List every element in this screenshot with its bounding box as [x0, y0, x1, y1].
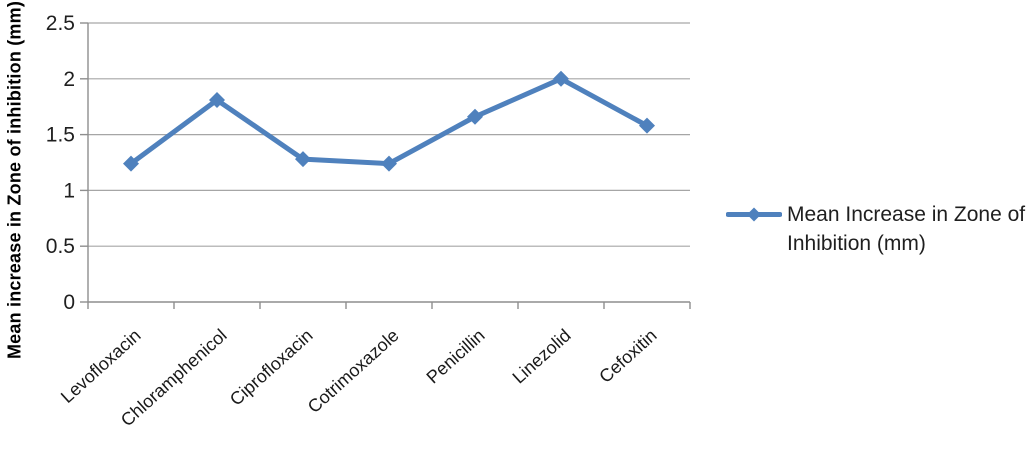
data-point-marker: [381, 155, 397, 172]
legend-label: Mean Increase in Zone of Inhibition (mm): [787, 200, 1025, 258]
y-tick-label: 1: [63, 179, 75, 202]
data-point-marker: [467, 108, 483, 125]
y-tick-label: 1.5: [46, 124, 75, 147]
legend: Mean Increase in Zone of Inhibition (mm): [725, 200, 1025, 258]
x-category-label: Cotrimoxazole: [304, 325, 403, 417]
data-point-marker: [295, 151, 311, 168]
x-category-label: Penicillin: [422, 325, 488, 387]
data-point-marker: [553, 70, 569, 87]
x-category-label: Ciprofloxacin: [226, 325, 317, 409]
y-tick-label: 2: [63, 68, 75, 91]
x-category-label: Cefoxitin: [595, 325, 660, 387]
y-tick-label: 2.5: [46, 12, 75, 35]
data-point-marker: [123, 155, 139, 172]
series-line: [128, 76, 650, 167]
legend-series-marker-icon: [725, 200, 783, 234]
data-point-marker: [639, 117, 655, 134]
legend-label-line1: Mean Increase in Zone of: [787, 203, 1026, 226]
legend-diamond: [747, 207, 761, 222]
y-tick-label: 0.5: [46, 235, 75, 258]
y-tick-label: 0: [63, 291, 75, 314]
legend-label-line2: Inhibition (mm): [787, 232, 926, 255]
x-category-label: Linezolid: [508, 325, 574, 387]
x-category-label: Levofloxacin: [57, 325, 145, 407]
data-point-marker: [209, 92, 225, 109]
